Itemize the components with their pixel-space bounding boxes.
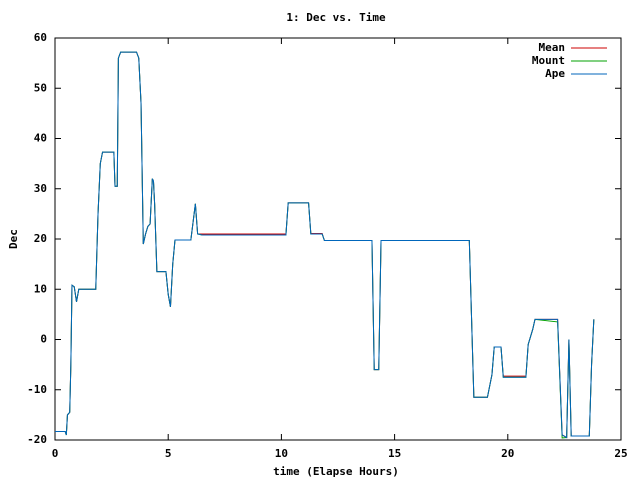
x-tick-label: 10 xyxy=(275,447,288,460)
legend-label: Mean xyxy=(539,41,566,54)
x-axis-label: time (Elapse Hours) xyxy=(273,465,399,478)
series-line xyxy=(55,51,595,439)
y-tick-label: 50 xyxy=(34,81,47,94)
y-tick-label: 30 xyxy=(34,182,47,195)
x-tick-label: 15 xyxy=(388,447,401,460)
plot-frame xyxy=(54,37,622,441)
y-tick-label: 0 xyxy=(40,333,47,346)
y-tick-label: 20 xyxy=(34,232,47,245)
legend-label: Ape xyxy=(545,67,565,80)
y-tick-label: 40 xyxy=(34,132,47,145)
x-tick-label: 5 xyxy=(165,447,172,460)
x-tick-label: 20 xyxy=(501,447,514,460)
y-tick-label: 60 xyxy=(34,31,47,44)
series-line xyxy=(55,51,595,439)
x-tick-label: 25 xyxy=(614,447,627,460)
x-tick-label: 0 xyxy=(52,447,59,460)
y-tick-label: -10 xyxy=(27,383,47,396)
series-line xyxy=(55,51,595,439)
y-tick-label: 10 xyxy=(34,282,47,295)
chart-title: 1: Dec vs. Time xyxy=(286,11,386,24)
legend-label: Mount xyxy=(532,54,565,67)
y-tick-label: -20 xyxy=(27,433,47,446)
y-axis-label: Dec xyxy=(7,229,20,249)
